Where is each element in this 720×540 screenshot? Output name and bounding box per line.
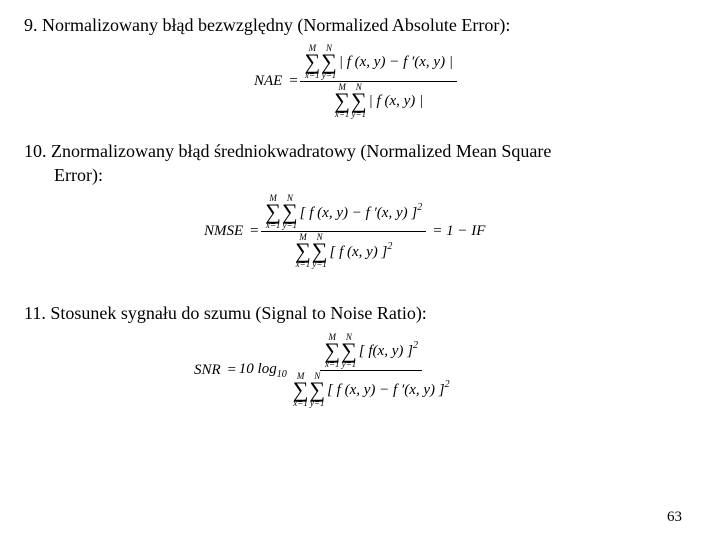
snr-prefix: 10 log10 <box>239 361 287 380</box>
sum-symbol: M∑x=1 <box>324 333 340 369</box>
snr-fraction: M∑x=1 N∑y=1 [ f(x, y) ]2 M∑x=1 N∑y=1 [ f… <box>289 332 454 409</box>
sum-symbol: N∑y=1 <box>312 233 328 269</box>
sum-symbol: M∑x=1 <box>334 83 350 119</box>
nmse-fraction: M∑x=1 N∑y=1 [ f (x, y) − f ′(x, y) ]2 M∑… <box>261 193 426 270</box>
nmse-num-expr: [ f (x, y) − f ′(x, y) ]2 <box>299 203 423 222</box>
nmse-den-expr: [ f (x, y) ]2 <box>328 242 392 261</box>
sum-symbol: N∑y=1 <box>282 194 298 230</box>
formula-nmse: NMSE = M∑x=1 N∑y=1 [ f (x, y) − f ′(x, y… <box>204 193 696 270</box>
page-number: 63 <box>667 509 682 526</box>
sum-symbol: N∑y=1 <box>321 44 337 80</box>
formula-nae: NAE = M∑x=1 N∑y=1 | f (x, y) − f ′(x, y)… <box>254 43 696 120</box>
sum-symbol: N∑y=1 <box>341 333 357 369</box>
snr-num-expr: [ f(x, y) ]2 <box>358 341 418 360</box>
nae-den-expr: | f (x, y) | <box>368 93 423 110</box>
sum-symbol: N∑y=1 <box>351 83 367 119</box>
item-10-heading-l2: Error): <box>24 164 696 187</box>
snr-lhs: SNR <box>194 362 225 379</box>
nae-fraction: M∑x=1 N∑y=1 | f (x, y) − f ′(x, y) | M∑x… <box>300 43 456 120</box>
nae-lhs: NAE <box>254 73 286 90</box>
sum-symbol: M∑x=1 <box>304 44 320 80</box>
equals-sign: = <box>225 362 239 379</box>
equals-sign: = <box>286 73 300 90</box>
item-9-heading: 9. Normalizowany błąd bezwzględny (Norma… <box>24 14 696 37</box>
sum-symbol: M∑x=1 <box>295 233 311 269</box>
nmse-tail: = 1 − IF <box>426 223 485 240</box>
equals-sign: = <box>247 223 261 240</box>
formula-snr: SNR = 10 log10 M∑x=1 N∑y=1 [ f(x, y) ]2 … <box>194 332 696 409</box>
nmse-lhs: NMSE <box>204 223 247 240</box>
item-10-heading-l1: 10. Znormalizowany błąd średniokwadratow… <box>24 140 696 163</box>
snr-den-expr: [ f (x, y) − f ′(x, y) ]2 <box>326 380 450 399</box>
nae-num-expr: | f (x, y) − f ′(x, y) | <box>338 54 453 71</box>
sum-symbol: M∑x=1 <box>265 194 281 230</box>
sum-symbol: N∑y=1 <box>309 372 325 408</box>
sum-symbol: M∑x=1 <box>293 372 309 408</box>
item-11-heading: 11. Stosunek sygnału do szumu (Signal to… <box>24 302 696 325</box>
